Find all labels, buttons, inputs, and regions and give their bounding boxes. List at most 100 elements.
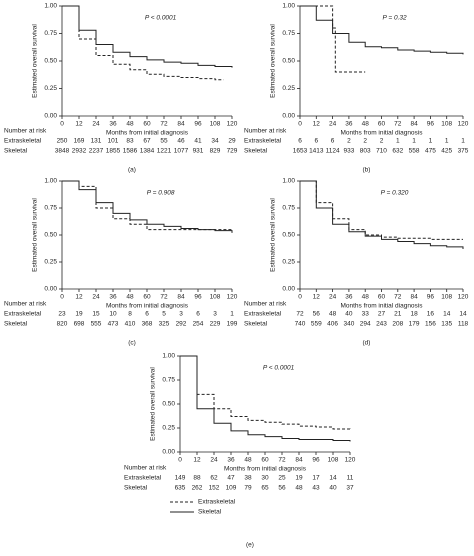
x-tick-label: 120 bbox=[458, 121, 469, 128]
panel-label: (c) bbox=[128, 340, 136, 347]
risk-count: 340 bbox=[343, 321, 354, 328]
risk-count: 475 bbox=[425, 148, 436, 155]
risk-count: 1 bbox=[445, 138, 449, 145]
risk-count: 292 bbox=[176, 321, 187, 328]
risk-count: 14 bbox=[329, 475, 337, 482]
risk-count: 729 bbox=[227, 148, 238, 155]
x-tick-label: 84 bbox=[410, 294, 418, 301]
x-tick-label: 60 bbox=[143, 294, 151, 301]
x-tick-label: 108 bbox=[210, 294, 221, 301]
risk-count: 1 bbox=[396, 138, 400, 145]
x-tick-label: 84 bbox=[177, 294, 185, 301]
x-tick-label: 108 bbox=[441, 294, 452, 301]
risk-count: 254 bbox=[193, 321, 204, 328]
risk-count: 262 bbox=[192, 485, 203, 492]
x-tick-label: 96 bbox=[312, 457, 320, 464]
y-tick-label: 1.00 bbox=[44, 3, 57, 10]
risk-count: 10 bbox=[109, 311, 117, 318]
survival-curve bbox=[300, 180, 464, 250]
survival-curve bbox=[180, 355, 351, 442]
x-tick-label: 36 bbox=[109, 121, 117, 128]
risk-count: 229 bbox=[210, 321, 221, 328]
survival-curve bbox=[300, 5, 366, 73]
x-tick-label: 96 bbox=[194, 294, 202, 301]
risk-count: 8 bbox=[128, 311, 132, 318]
x-tick-label: 0 bbox=[298, 294, 302, 301]
risk-count: 243 bbox=[376, 321, 387, 328]
survival-curve bbox=[300, 5, 464, 55]
x-axis-label: Months from initial diagnosis bbox=[224, 466, 307, 473]
x-tick-label: 48 bbox=[126, 121, 134, 128]
x-axis-label: Months from initial diagnosis bbox=[340, 303, 423, 310]
risk-count: 698 bbox=[74, 321, 85, 328]
y-tick-label: 0.50 bbox=[282, 58, 295, 65]
risk-table-title: Number at risk bbox=[124, 465, 167, 472]
risk-count: 156 bbox=[425, 321, 436, 328]
x-tick-label: 72 bbox=[278, 457, 286, 464]
risk-count: 3 bbox=[179, 311, 183, 318]
risk-count: 1 bbox=[412, 138, 416, 145]
legend-label: Extraskeletal bbox=[198, 499, 236, 506]
x-tick-label: 0 bbox=[60, 121, 64, 128]
risk-count: 65 bbox=[261, 485, 269, 492]
y-tick-label: 0.50 bbox=[162, 401, 175, 408]
x-tick-label: 96 bbox=[194, 121, 202, 128]
x-tick-label: 72 bbox=[160, 121, 168, 128]
y-tick-label: 0.25 bbox=[282, 259, 295, 266]
survival-curve bbox=[62, 5, 224, 81]
risk-count: 2237 bbox=[89, 148, 104, 155]
risk-count: 34 bbox=[211, 138, 219, 145]
x-tick-label: 72 bbox=[394, 294, 402, 301]
risk-table-title: Number at risk bbox=[4, 301, 47, 308]
x-axis-label: Months from initial diagnosis bbox=[106, 130, 189, 137]
risk-count: 632 bbox=[392, 148, 403, 155]
risk-count: 33 bbox=[362, 311, 370, 318]
risk-count: 1586 bbox=[123, 148, 138, 155]
x-tick-label: 24 bbox=[329, 121, 337, 128]
risk-count: 2 bbox=[347, 138, 351, 145]
risk-count: 19 bbox=[75, 311, 83, 318]
risk-count: 149 bbox=[175, 475, 186, 482]
legend-label: Skeletal bbox=[198, 509, 222, 516]
risk-count: 14 bbox=[459, 311, 467, 318]
risk-count: 710 bbox=[376, 148, 387, 155]
y-tick-label: 0.75 bbox=[282, 205, 295, 212]
risk-count: 15 bbox=[92, 311, 100, 318]
risk-count: 208 bbox=[392, 321, 403, 328]
x-tick-label: 0 bbox=[298, 121, 302, 128]
risk-table-title: Number at risk bbox=[4, 128, 47, 135]
y-tick-label: 0.00 bbox=[282, 113, 295, 120]
risk-count: 62 bbox=[210, 475, 218, 482]
risk-count: 169 bbox=[74, 138, 85, 145]
risk-count: 559 bbox=[311, 321, 322, 328]
risk-count: 3 bbox=[213, 311, 217, 318]
x-axis-label: Months from initial diagnosis bbox=[106, 303, 189, 310]
risk-count: 88 bbox=[193, 475, 201, 482]
risk-count: 29 bbox=[228, 138, 236, 145]
risk-count: 79 bbox=[244, 485, 252, 492]
risk-count: 250 bbox=[57, 138, 68, 145]
risk-count: 1653 bbox=[293, 148, 308, 155]
y-tick-label: 0.50 bbox=[44, 232, 57, 239]
risk-count: 19 bbox=[295, 475, 303, 482]
x-tick-label: 84 bbox=[295, 457, 303, 464]
risk-count: 56 bbox=[313, 311, 321, 318]
risk-count: 1221 bbox=[157, 148, 172, 155]
y-tick-label: 0.50 bbox=[282, 232, 295, 239]
risk-count: 6 bbox=[298, 138, 302, 145]
risk-count: 23 bbox=[58, 311, 66, 318]
p-value: P = 0.32 bbox=[382, 15, 407, 22]
risk-row-label: Skeletal bbox=[4, 148, 28, 155]
risk-count: 933 bbox=[343, 148, 354, 155]
risk-count: 2 bbox=[380, 138, 384, 145]
risk-count: 48 bbox=[295, 485, 303, 492]
x-tick-label: 120 bbox=[345, 457, 356, 464]
y-axis-label: Estimated overall survival bbox=[270, 198, 277, 272]
y-tick-label: 0.25 bbox=[44, 259, 57, 266]
x-tick-label: 12 bbox=[313, 121, 321, 128]
x-tick-label: 108 bbox=[210, 121, 221, 128]
risk-count: 6 bbox=[196, 311, 200, 318]
risk-count: 294 bbox=[360, 321, 371, 328]
x-tick-label: 72 bbox=[160, 294, 168, 301]
x-tick-label: 12 bbox=[75, 294, 83, 301]
